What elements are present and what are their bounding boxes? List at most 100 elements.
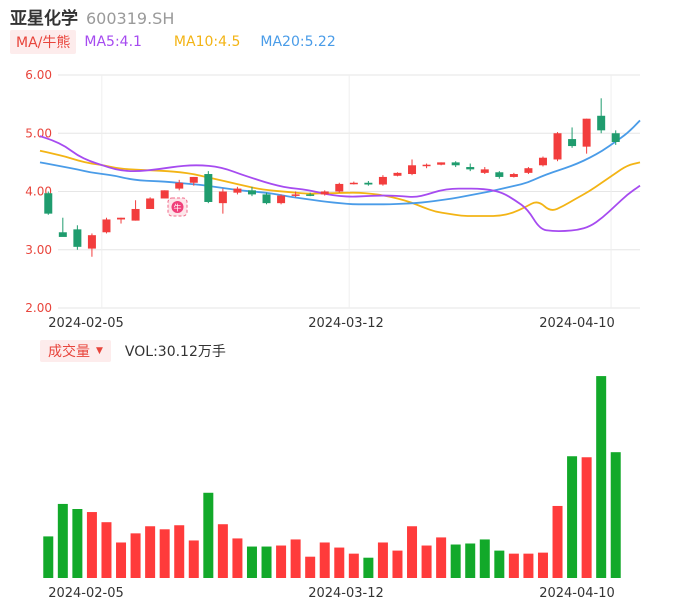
candle [117,217,126,220]
volume-bar [145,526,156,578]
volume-bar [421,545,432,578]
ma20-label: MA20:5.22 [260,34,336,50]
volume-bar [86,512,97,578]
volume-bar [552,505,563,578]
candle [189,176,198,183]
marker-dot [171,201,184,213]
volume-toggle-button[interactable]: 成交量 ▼ [40,340,111,362]
candle [218,191,227,204]
volume-bar [407,526,418,578]
x-tick-label: 2024-04-10 [539,316,615,331]
volume-bar [348,553,359,578]
candle [335,183,344,192]
volume-bar [581,457,592,578]
candle [175,182,184,189]
volume-bar [203,492,214,578]
stock-name: 亚星化学 [10,9,78,29]
candle [582,118,591,147]
volume-bar [159,529,170,578]
y-tick-label: 6.00 [25,68,52,82]
volume-bar [334,547,345,578]
candle [364,182,373,185]
candle [422,164,431,167]
candle [437,162,446,165]
candle [58,232,67,237]
ma5-label: MA5:4.1 [84,34,142,50]
stock-code: 600319.SH [86,9,175,28]
candle [233,188,242,193]
candle [524,168,533,173]
volume-x-tick-label: 2024-02-05 [48,586,124,601]
volume-bar [465,543,476,578]
volume-bar [261,546,272,578]
candle [611,133,620,142]
candle [451,162,460,166]
volume-bar [217,524,228,578]
volume-bar [479,539,490,578]
candle [466,167,475,170]
ma10-label: MA10:4.5 [173,34,241,50]
volume-bar [72,509,83,578]
candle [495,172,504,177]
ma-legend: MA/牛熊 MA5:4.1 MA10:4.5 MA20:5.22 [10,30,336,54]
candle [408,165,417,175]
candle [349,182,358,185]
y-tick-label: 5.00 [25,126,52,140]
volume-bar [610,452,621,578]
ma10-line [39,149,641,217]
candle [44,193,53,214]
volume-bar [43,536,54,578]
caret-down-icon: ▼ [96,346,103,356]
volume-bar [377,542,388,578]
candle [160,190,169,199]
volume-bar [319,542,330,578]
volume-bar [232,538,243,578]
volume-bar [523,553,534,578]
candle [480,169,489,173]
candle [378,176,387,185]
candle [146,198,155,209]
candle [568,139,577,147]
volume-bar [57,503,68,578]
candle [509,174,518,177]
candle [277,195,286,204]
volume-bar [290,539,301,578]
candle [306,194,315,196]
volume-bar [101,522,112,578]
volume-bar [596,376,607,578]
volume-bar [116,542,127,578]
y-tick-label: 2.00 [25,301,52,315]
candle [553,133,562,160]
ma-toggle-button[interactable]: MA/牛熊 [10,30,77,54]
volume-bar [537,552,548,578]
volume-value: VOL:30.12万手 [124,344,226,360]
volume-toggle-label: 成交量 [48,344,90,360]
candle [597,115,606,131]
volume-bar [130,533,141,578]
volume-bar [188,540,199,578]
volume-bar [436,537,447,578]
candle [291,194,300,196]
volume-bar [508,553,519,578]
candle [102,219,111,233]
bull-marker-icon: 牛 [167,197,188,217]
candle [73,229,82,247]
candle [131,208,140,221]
y-tick-label: 3.00 [25,243,52,257]
volume-bar [246,546,257,578]
volume-legend: 成交量 ▼ VOL:30.12万手 [40,340,226,362]
volume-x-tick-label: 2024-04-10 [539,586,615,601]
volume-bar [494,550,505,578]
volume-bar [392,550,403,578]
ma20-line [39,119,641,206]
volume-bar [567,456,578,578]
candle [87,235,96,249]
volume-bar [276,545,287,578]
volume-x-tick-label: 2024-03-12 [308,586,384,601]
volume-bar [305,556,316,578]
stock-header: 亚星化学 600319.SH [10,4,175,29]
x-tick-label: 2024-02-05 [48,316,124,331]
volume-bar [363,557,374,578]
candle [538,157,547,166]
